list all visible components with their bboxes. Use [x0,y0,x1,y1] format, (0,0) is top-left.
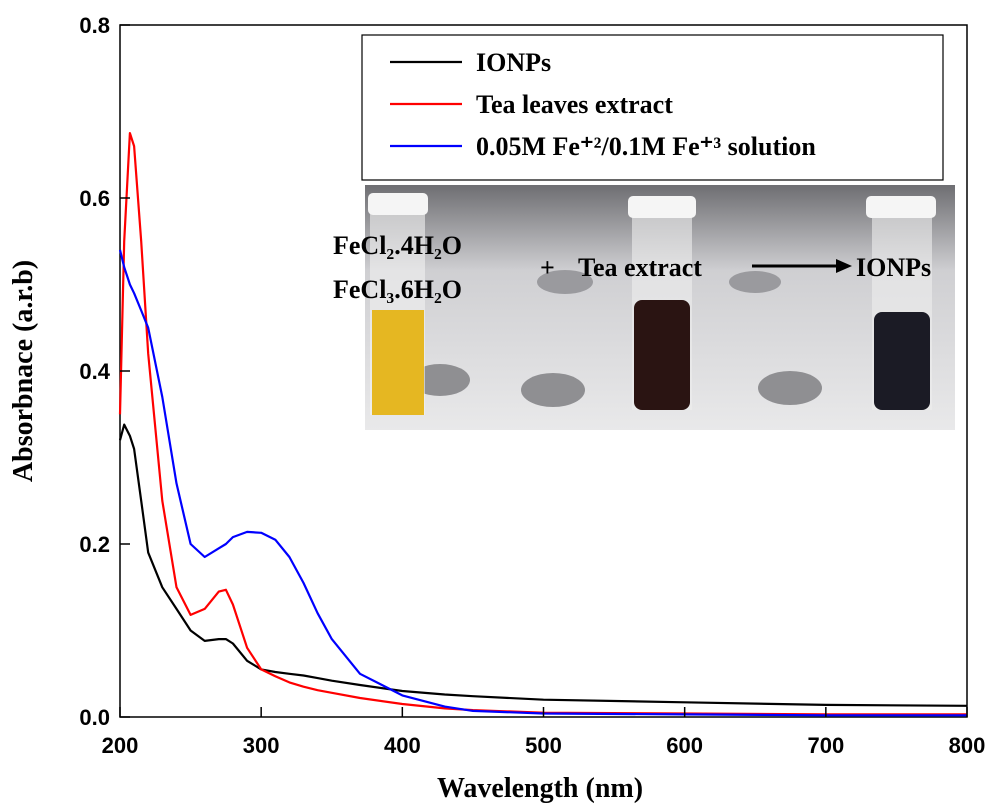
y-tick-label: 0.8 [79,13,110,38]
legend-label: Tea leaves extract [476,90,673,119]
inset-photo [365,185,955,430]
x-tick-label: 800 [949,733,986,758]
chart: FeCl₂.4H₂O FeCl₃.6H₂O + Tea extract IONP… [0,0,994,809]
annotation: FeCl₃.6H₂O [333,275,462,304]
y-tick-label: 0.6 [79,186,110,211]
series-line [120,425,967,706]
annotation: IONPs [856,253,931,282]
y-tick-label: 0.2 [79,532,110,557]
x-axis-title: Wavelength (nm) [437,773,643,804]
annotation: + [540,253,555,282]
x-tick-label: 200 [102,733,139,758]
x-tick-label: 500 [525,733,562,758]
x-tick-label: 400 [384,733,421,758]
legend-label: IONPs [476,48,551,77]
y-axis-title: Absorbnace (a.r.b) [8,260,39,482]
y-tick-label: 0.4 [79,359,110,384]
page: FeCl₂.4H₂O FeCl₃.6H₂O + Tea extract IONP… [0,0,994,809]
x-tick-label: 600 [666,733,703,758]
annotation: FeCl₂.4H₂O [333,231,462,260]
annotation: Tea extract [578,253,702,282]
y-tick-label: 0.0 [79,705,110,730]
legend-label: 0.05M Fe⁺²/0.1M Fe⁺³ solution [476,132,816,161]
x-tick-label: 700 [807,733,844,758]
x-tick-label: 300 [243,733,280,758]
